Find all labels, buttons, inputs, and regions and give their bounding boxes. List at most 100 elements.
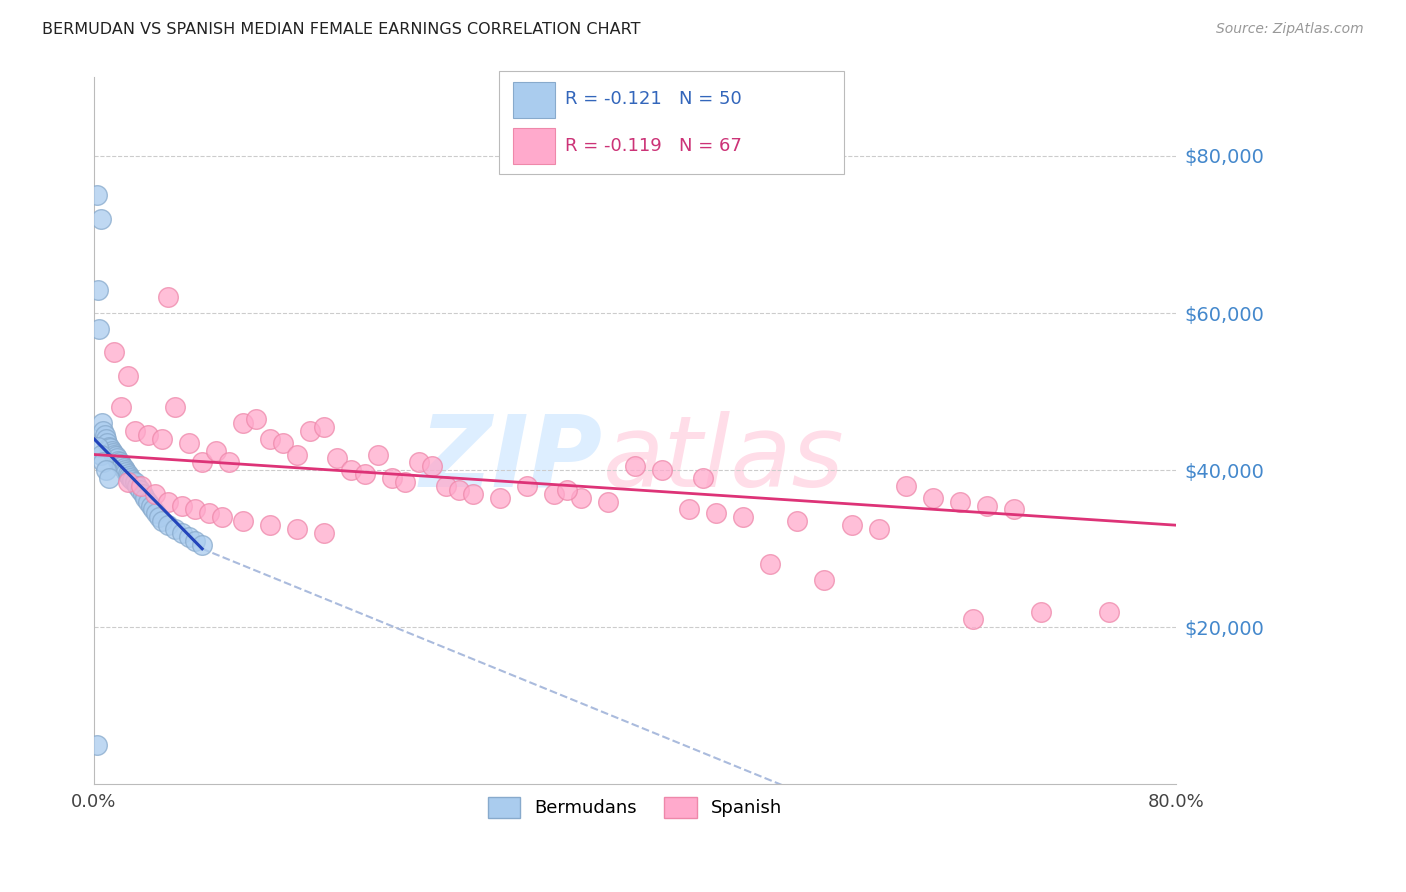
- Point: [131, 487, 153, 501]
- Point: [759, 558, 782, 572]
- Point: [312, 526, 335, 541]
- Point: [112, 461, 135, 475]
- Point: [232, 514, 254, 528]
- Point: [148, 510, 170, 524]
- Point: [177, 435, 200, 450]
- Point: [1097, 605, 1119, 619]
- Point: [142, 502, 165, 516]
- Point: [516, 479, 538, 493]
- Point: [94, 428, 117, 442]
- Point: [191, 538, 214, 552]
- Point: [218, 455, 240, 469]
- Point: [86, 188, 108, 202]
- Point: [89, 322, 111, 336]
- Point: [408, 455, 430, 469]
- Point: [145, 507, 167, 521]
- Point: [127, 479, 149, 493]
- Point: [87, 440, 110, 454]
- Point: [868, 522, 890, 536]
- Point: [94, 432, 117, 446]
- Point: [259, 518, 281, 533]
- Point: [115, 465, 138, 479]
- Point: [124, 424, 146, 438]
- Point: [557, 483, 579, 497]
- Point: [841, 518, 863, 533]
- Point: [165, 522, 187, 536]
- Point: [543, 487, 565, 501]
- Point: [786, 514, 808, 528]
- Point: [100, 443, 122, 458]
- Point: [157, 290, 180, 304]
- Point: [101, 446, 124, 460]
- Point: [104, 449, 127, 463]
- Point: [1002, 502, 1025, 516]
- Point: [245, 412, 267, 426]
- Point: [704, 507, 727, 521]
- Point: [434, 479, 457, 493]
- Point: [569, 491, 592, 505]
- Point: [120, 471, 142, 485]
- Point: [624, 459, 647, 474]
- Point: [86, 738, 108, 752]
- Point: [184, 533, 207, 548]
- Point: [136, 428, 159, 442]
- Point: [129, 483, 152, 497]
- Point: [962, 612, 984, 626]
- Point: [651, 463, 673, 477]
- Text: R = -0.119   N = 67: R = -0.119 N = 67: [565, 137, 742, 155]
- Point: [139, 499, 162, 513]
- Point: [204, 443, 226, 458]
- Point: [98, 441, 121, 455]
- Point: [97, 440, 120, 454]
- Legend: Bermudans, Spanish: Bermudans, Spanish: [481, 789, 790, 825]
- Point: [117, 475, 139, 489]
- Point: [488, 491, 510, 505]
- Point: [177, 530, 200, 544]
- Point: [117, 467, 139, 482]
- Point: [96, 435, 118, 450]
- Point: [1029, 605, 1052, 619]
- Point: [198, 507, 221, 521]
- Point: [165, 401, 187, 415]
- Point: [129, 479, 152, 493]
- Point: [97, 471, 120, 485]
- Point: [340, 463, 363, 477]
- Point: [118, 469, 141, 483]
- Point: [285, 522, 308, 536]
- Text: BERMUDAN VS SPANISH MEDIAN FEMALE EARNINGS CORRELATION CHART: BERMUDAN VS SPANISH MEDIAN FEMALE EARNIN…: [42, 22, 641, 37]
- Point: [170, 499, 193, 513]
- Point: [449, 483, 471, 497]
- Point: [596, 494, 619, 508]
- Point: [976, 499, 998, 513]
- Point: [259, 432, 281, 446]
- Point: [461, 487, 484, 501]
- Point: [93, 455, 115, 469]
- Point: [211, 510, 233, 524]
- Point: [87, 283, 110, 297]
- Point: [157, 518, 180, 533]
- Point: [678, 502, 700, 516]
- Text: Source: ZipAtlas.com: Source: ZipAtlas.com: [1216, 22, 1364, 37]
- Point: [107, 454, 129, 468]
- Point: [232, 416, 254, 430]
- Point: [813, 573, 835, 587]
- Point: [94, 463, 117, 477]
- Point: [312, 420, 335, 434]
- Point: [733, 510, 755, 524]
- Point: [134, 491, 156, 505]
- Point: [353, 467, 375, 482]
- Point: [93, 424, 115, 438]
- Point: [103, 345, 125, 359]
- Point: [692, 471, 714, 485]
- Point: [110, 401, 132, 415]
- Point: [394, 475, 416, 489]
- Point: [273, 435, 295, 450]
- Text: atlas: atlas: [603, 410, 844, 508]
- Point: [150, 514, 173, 528]
- Point: [326, 451, 349, 466]
- Point: [299, 424, 322, 438]
- Text: ZIP: ZIP: [419, 410, 603, 508]
- Point: [136, 494, 159, 508]
- Point: [124, 475, 146, 489]
- Point: [949, 494, 972, 508]
